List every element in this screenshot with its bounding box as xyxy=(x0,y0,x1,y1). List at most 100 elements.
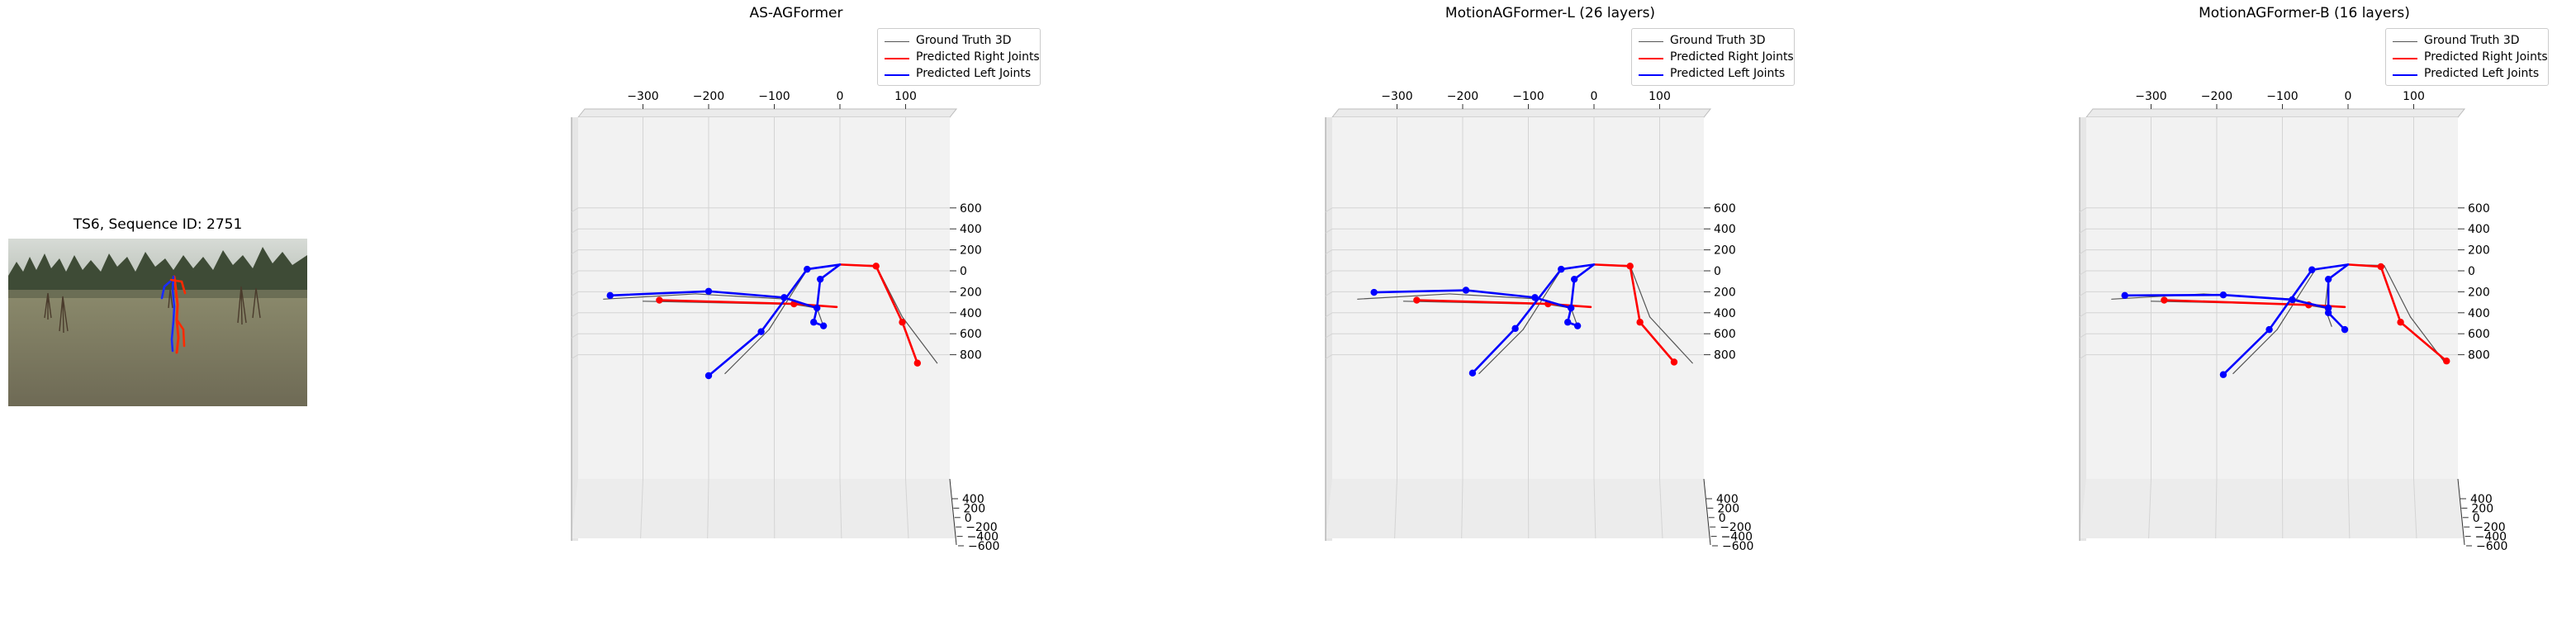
gridline-floor xyxy=(1593,478,1596,539)
gridline-side xyxy=(1325,291,1333,296)
gridline-floor xyxy=(707,478,709,539)
legend: Ground Truth 3D Predicted Right Joints Pre… xyxy=(1631,28,1795,86)
gridline-floor xyxy=(2215,478,2218,539)
gridline-side xyxy=(1325,228,1333,234)
legend: Ground Truth 3D Predicted Right Joints Pre… xyxy=(2385,28,2549,86)
bone-left xyxy=(609,290,710,297)
joint-right xyxy=(2443,358,2450,365)
tick-label-x: −100 xyxy=(2266,90,2298,103)
gridline-side xyxy=(571,249,579,255)
tick-label-z: 0 xyxy=(1719,512,1726,525)
tick-label-x: −100 xyxy=(1512,90,1544,103)
legend-label: Predicted Right Joints xyxy=(2424,50,2548,64)
tick-label-z: −600 xyxy=(968,540,999,553)
gridline-side xyxy=(571,207,579,213)
joint-left xyxy=(757,328,765,335)
bone-left xyxy=(2310,263,2350,272)
plot-canvas: −300 −200 −100 0 100600400200020040060080040… xyxy=(1325,90,1753,553)
plot-canvas: −300 −200 −100 0 100600400200020040060080040… xyxy=(2079,90,2507,553)
gridline-side xyxy=(571,270,579,276)
tick-label-z: −400 xyxy=(1721,531,1753,544)
tick-label-x: −200 xyxy=(693,90,724,103)
tick-label-y: 200 xyxy=(1714,286,1736,299)
joint-left xyxy=(2341,325,2349,334)
joint-left xyxy=(1567,304,1575,312)
bone-right xyxy=(1639,320,1676,363)
bone-gt xyxy=(2232,329,2278,375)
gridline-side xyxy=(571,228,579,234)
gridline-side xyxy=(571,312,579,318)
gridline-side xyxy=(1325,333,1333,339)
bone-gt xyxy=(901,316,938,364)
tick-label-z: −600 xyxy=(2476,540,2507,553)
tick-label-x: 100 xyxy=(2403,90,2425,103)
bone-gt xyxy=(1478,329,1524,375)
joint-left xyxy=(704,287,713,295)
tick-label-y: 200 xyxy=(1714,244,1736,258)
tick-label-y: 200 xyxy=(960,286,982,299)
joint-left xyxy=(1573,322,1582,329)
bone-gt xyxy=(1357,293,1450,300)
bone-gt xyxy=(1649,316,1693,364)
joint-right xyxy=(1670,358,1678,366)
bone-right xyxy=(2163,299,2310,306)
bone-gt xyxy=(695,293,788,300)
tick-label-z: −400 xyxy=(967,531,999,544)
tick-label-z: 200 xyxy=(1717,502,1739,515)
gridline-floor xyxy=(839,478,842,539)
tick-label-y: 400 xyxy=(1714,223,1736,236)
tick-label-y: 600 xyxy=(960,328,982,341)
bone-gt xyxy=(2384,265,2412,318)
bone-right xyxy=(2346,263,2383,268)
bone-left xyxy=(2291,298,2330,310)
legend-label: Ground Truth 3D xyxy=(2424,34,2520,47)
tick-label-y: 600 xyxy=(960,202,982,216)
tick-label-z: 400 xyxy=(962,493,984,506)
joint-left xyxy=(1558,265,1565,273)
legend-swatch xyxy=(1639,74,1663,76)
joint-right xyxy=(2161,296,2168,304)
tick-label-y: 0 xyxy=(960,265,967,278)
floor-pane xyxy=(572,479,956,538)
joint-left xyxy=(2121,291,2128,300)
joint-left xyxy=(810,319,818,326)
side-pane xyxy=(2080,117,2086,541)
joint-right xyxy=(656,296,663,304)
gridline-side xyxy=(2079,270,2087,276)
bone-left xyxy=(707,290,785,299)
tick-label-z: 0 xyxy=(2473,512,2480,525)
bone-gt xyxy=(724,329,770,375)
video-frame-title: TS6, Sequence ID: 2751 xyxy=(73,216,243,233)
joint-left xyxy=(2219,371,2227,378)
floor-pane xyxy=(2080,479,2465,538)
gridline-side xyxy=(2079,207,2087,213)
bone-left xyxy=(1534,296,1573,310)
top-pane xyxy=(1331,108,1712,118)
video-frame xyxy=(8,239,307,406)
bone-right xyxy=(838,263,878,268)
joint-left xyxy=(1531,294,1539,301)
tick-label-y: 400 xyxy=(2468,223,2490,236)
top-pane xyxy=(2085,108,2466,118)
bone-left xyxy=(805,263,842,271)
tick-label-z: −200 xyxy=(965,521,997,534)
gridline-side xyxy=(2079,228,2087,234)
plot-title: MotionAGFormer-L (26 layers) xyxy=(1445,5,1656,21)
side-pane xyxy=(572,117,578,541)
gridline-side xyxy=(1325,207,1333,213)
tick-label-x: −300 xyxy=(2135,90,2166,103)
tick-label-y: 600 xyxy=(1714,328,1736,341)
legend-label: Predicted Left Joints xyxy=(1670,67,1786,80)
joint-right xyxy=(2377,263,2384,271)
tick-label-y: 400 xyxy=(960,307,982,320)
joint-right xyxy=(1413,296,1421,304)
joint-left xyxy=(606,291,614,300)
gridline-floor xyxy=(2347,478,2351,539)
joint-left xyxy=(1511,324,1519,333)
bone-left xyxy=(1373,289,1468,294)
legend: Ground Truth 3D Predicted Right Joints Pre… xyxy=(877,28,1041,86)
joint-right xyxy=(872,263,880,270)
joint-right xyxy=(2397,319,2404,326)
tick-label-x: 0 xyxy=(1591,90,1598,103)
tick-label-x: −200 xyxy=(1447,90,1478,103)
